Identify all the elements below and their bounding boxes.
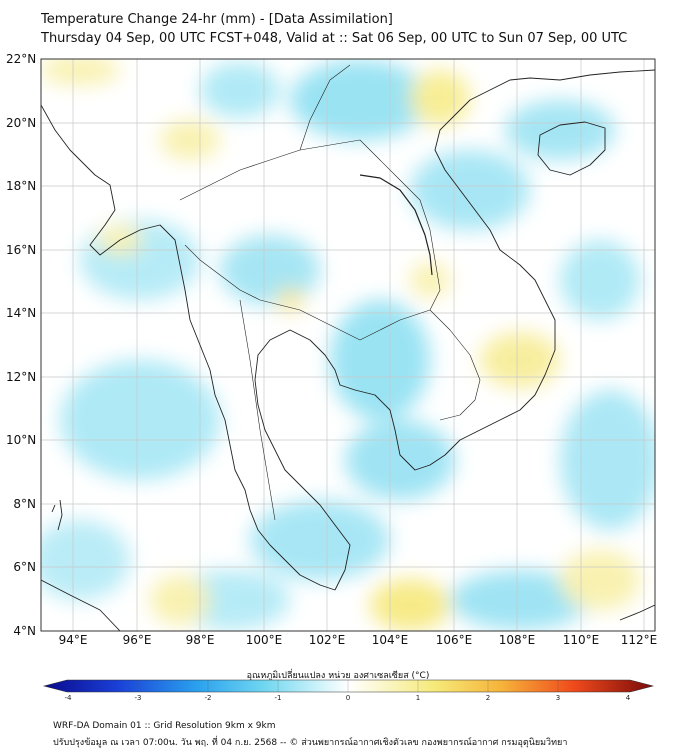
forecast-map [40,58,656,632]
colorbar-tick: 1 [415,694,421,702]
lat-label: 14°N [6,306,37,320]
lat-label: 12°N [6,370,37,384]
lon-label: 106°E [435,633,473,647]
lat-label: 8°N [13,497,36,511]
lon-label: 102°E [308,633,346,647]
lon-label: 98°E [185,633,215,647]
colorbar-tick: -1 [274,694,282,702]
lat-label: 10°N [6,433,37,447]
lat-label: 22°N [6,52,37,66]
lat-label: 6°N [13,560,36,574]
colorbar-tick: 2 [485,694,491,702]
lon-label: 100°E [245,633,283,647]
coastlines [41,64,655,631]
lon-label: 110°E [562,633,600,647]
lat-label: 20°N [6,116,37,130]
colorbar-title: อุณหภูมิเปลี่ยนแปลง หน่วย องศาเซลเซียส (… [246,671,430,681]
lat-label: 4°N [13,624,36,638]
chart-subtitle: Thursday 04 Sep, 00 UTC FCST+048, Valid … [41,31,628,46]
lat-label: 16°N [6,243,37,257]
lat-label: 18°N [6,179,37,193]
lon-label: 96°E [122,633,152,647]
colorbar-tick: -3 [134,694,142,702]
colorbar-tick: 0 [345,694,351,702]
colorbar-tick: -4 [64,694,72,702]
lon-label: 104°E [371,633,409,647]
colorbar-tick: 4 [625,694,631,702]
chart-title: Temperature Change 24-hr (mm) - [Data As… [41,12,393,27]
lon-label: 112°E [620,633,658,647]
lon-label: 108°E [498,633,536,647]
lon-label: 94°E [58,633,88,647]
map-frame [40,58,656,632]
colorbar-tick: -2 [204,694,212,702]
temperature-field [41,59,655,631]
colorbar-tick: 3 [555,694,561,702]
footer-model-info: WRF-DA Domain 01 :: Grid Resolution 9km … [53,721,276,731]
footer-credit: ปรับปรุงข้อมูล ณ เวลา 07:00น. วัน พฤ. ที… [53,738,568,748]
